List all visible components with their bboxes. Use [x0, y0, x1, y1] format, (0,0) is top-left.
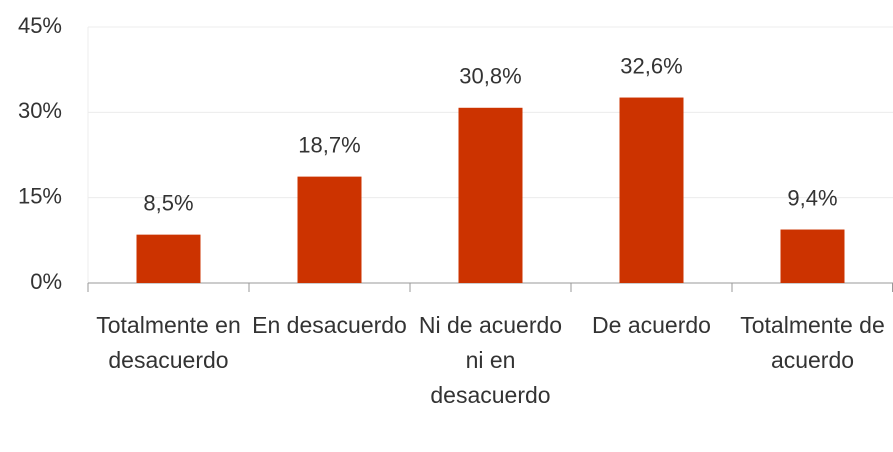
- bar: [780, 229, 845, 283]
- data-label: 9,4%: [787, 185, 837, 210]
- bar: [136, 234, 201, 283]
- y-tick-label: 45%: [18, 13, 62, 38]
- bar: [297, 176, 362, 283]
- y-tick-label: 0%: [30, 269, 62, 294]
- data-label: 30,8%: [459, 64, 521, 89]
- x-tick-label: De acuerdo: [592, 312, 711, 338]
- x-tick-label: Ni de acuerdo ni en desacuerdo: [418, 312, 563, 408]
- x-tick-label: Totalmente en desacuerdo: [96, 312, 241, 373]
- bar: [619, 97, 684, 283]
- data-label: 18,7%: [298, 132, 360, 157]
- x-tick-label: Totalmente de acuerdo: [740, 312, 885, 373]
- data-label: 8,5%: [143, 190, 193, 215]
- bar: [458, 107, 523, 283]
- x-tick-label: En desacuerdo: [252, 312, 407, 338]
- y-tick-label: 30%: [18, 98, 62, 123]
- y-tick-label: 15%: [18, 183, 62, 208]
- data-label: 32,6%: [620, 53, 682, 78]
